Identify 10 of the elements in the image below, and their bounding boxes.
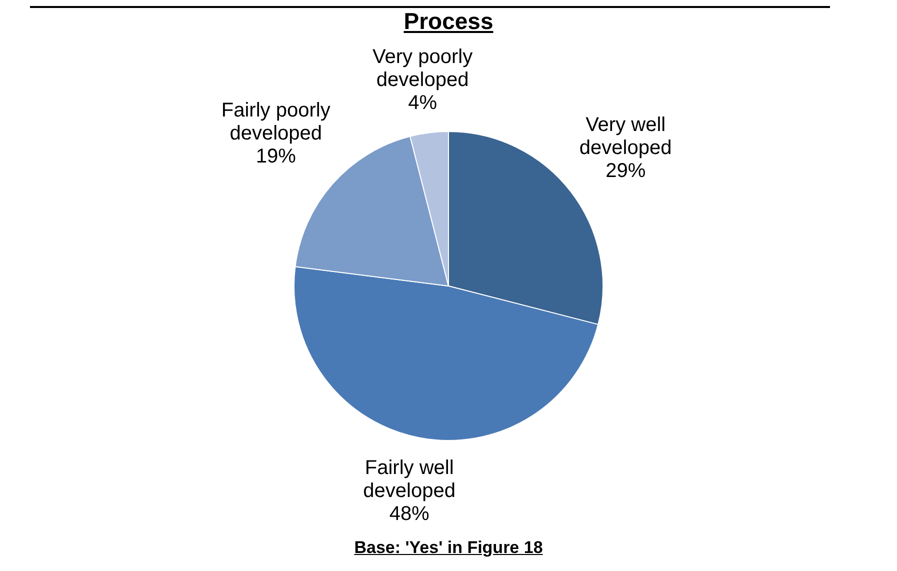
slice-label: Fairly poorly developed (221, 99, 330, 144)
text: Base: 'Yes' in Figure 18 (353, 538, 544, 558)
slice-label: Very well developed (579, 114, 672, 160)
chart-title: Process (402, 8, 494, 35)
data-label: 48% (389, 502, 430, 525)
data-label: 19% (256, 145, 296, 168)
data-label: 29% (606, 160, 646, 182)
data-label: 4% (408, 92, 438, 114)
slice-label: Very poorly developed (372, 46, 473, 92)
slice-label: Fairly well developed (363, 456, 456, 502)
